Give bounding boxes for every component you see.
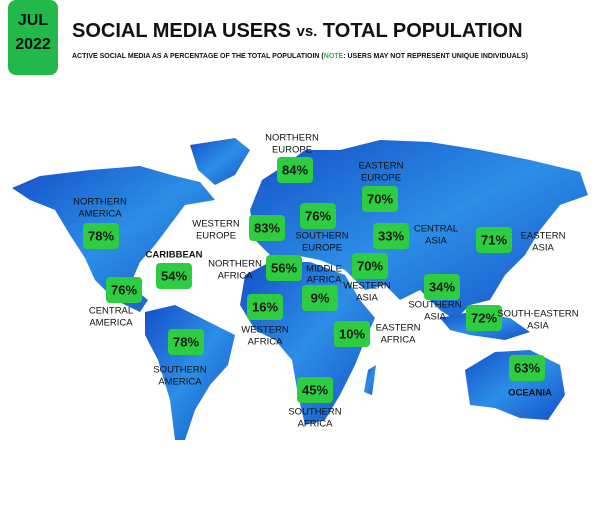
region-name: SOUTHERN (408, 300, 461, 311)
region-name: CENTRAL (414, 224, 458, 235)
title-part: TOTAL POPULATION (317, 20, 522, 42)
value-badge (352, 253, 388, 279)
region-value: 9% (311, 290, 330, 305)
value-badge (249, 215, 285, 241)
region-name: ASIA (527, 321, 549, 332)
region-name: EUROPE (361, 173, 401, 184)
region-name: OCEANIA (508, 388, 552, 399)
region-value: 83% (254, 220, 280, 235)
value-badge (300, 203, 336, 229)
value-badge (297, 377, 333, 403)
region-value: 70% (367, 191, 393, 206)
region-name: AFRICA (307, 275, 343, 286)
value-badge (83, 223, 119, 249)
region-value: 56% (271, 260, 297, 275)
title-part: vs. (296, 23, 317, 40)
value-badge (277, 157, 313, 183)
value-badge (373, 223, 409, 249)
region-name: NORTHERN (265, 133, 319, 144)
region-name: EUROPE (272, 145, 312, 156)
region-value: 10% (339, 326, 365, 341)
value-badge (302, 285, 338, 311)
south-america (145, 305, 235, 440)
eurasia (250, 140, 588, 320)
badge-year: 2022 (15, 36, 51, 53)
region-name: ASIA (424, 312, 446, 323)
region-name: WESTERN (343, 281, 391, 292)
region-name: AFRICA (298, 419, 334, 430)
region-value: 76% (305, 208, 331, 223)
region-name: SOUTHERN (295, 231, 348, 242)
region-value: 45% (302, 382, 328, 397)
value-badge (106, 277, 142, 303)
title-part: SOCIAL MEDIA USERS (72, 20, 296, 42)
world-map (12, 138, 588, 440)
region-name: ASIA (356, 293, 378, 304)
value-badge (424, 274, 460, 300)
region-name: SOUTHERN (153, 365, 206, 376)
region-value: 76% (111, 282, 137, 297)
region-name: AFRICA (381, 335, 417, 346)
region-value: 34% (429, 279, 455, 294)
region-value: 63% (514, 360, 540, 375)
region-name: AMERICA (78, 209, 122, 220)
region-name: CARIBBEAN (146, 250, 203, 261)
value-badge (168, 329, 204, 355)
region-name: MIDDLE (306, 264, 342, 275)
subtitle: ACTIVE SOCIAL MEDIA AS A PERCENTAGE OF T… (72, 53, 528, 60)
region-name: SOUTH-EASTERN (497, 309, 578, 320)
region-name: AFRICA (218, 271, 254, 282)
region-value: 78% (88, 228, 114, 243)
greenland (190, 138, 250, 185)
region-name: ASIA (532, 243, 554, 254)
madagascar (364, 365, 376, 395)
region-name: EUROPE (302, 243, 342, 254)
title: SOCIAL MEDIA USERS vs. TOTAL POPULATION (72, 20, 523, 42)
region-value: 71% (481, 232, 507, 247)
value-badge (362, 186, 398, 212)
date-badge (8, 0, 58, 75)
region-name: WESTERN (192, 219, 240, 230)
region-value: 33% (378, 228, 404, 243)
region-value: 70% (357, 258, 383, 273)
region-name: WESTERN (241, 325, 289, 336)
region-value: 72% (471, 310, 497, 325)
region-name: EUROPE (196, 231, 236, 242)
value-badge (466, 305, 502, 331)
region-name: CENTRAL (89, 306, 133, 317)
subtitle-note: NOTE (324, 53, 344, 60)
value-badge (476, 227, 512, 253)
region-value: 84% (282, 162, 308, 177)
region-name: EASTERN (359, 161, 404, 172)
badge-month: JUL (18, 12, 48, 29)
region-name: EASTERN (521, 231, 566, 242)
value-badge (334, 321, 370, 347)
value-badge (266, 255, 302, 281)
region-name: AFRICA (248, 337, 284, 348)
value-badge (509, 355, 545, 381)
region-name: SOUTHERN (288, 407, 341, 418)
region-name: ASIA (425, 236, 447, 247)
region-name: EASTERN (376, 323, 421, 334)
regions: 84%NORTHERNEUROPE70%EASTERNEUROPE78%NORT… (73, 133, 579, 430)
subtitle-part: : USERS MAY NOT REPRESENT UNIQUE INDIVID… (343, 53, 528, 60)
subtitle-part: ACTIVE SOCIAL MEDIA AS A PERCENTAGE OF T… (72, 53, 324, 60)
region-value: 78% (173, 334, 199, 349)
region-name: AMERICA (158, 377, 202, 388)
value-badge (247, 294, 283, 320)
region-name: AMERICA (89, 318, 133, 329)
value-badge (156, 263, 192, 289)
region-name: NORTHERN (73, 197, 127, 208)
region-name: NORTHERN (208, 259, 262, 270)
region-value: 54% (161, 268, 187, 283)
region-value: 16% (252, 299, 278, 314)
